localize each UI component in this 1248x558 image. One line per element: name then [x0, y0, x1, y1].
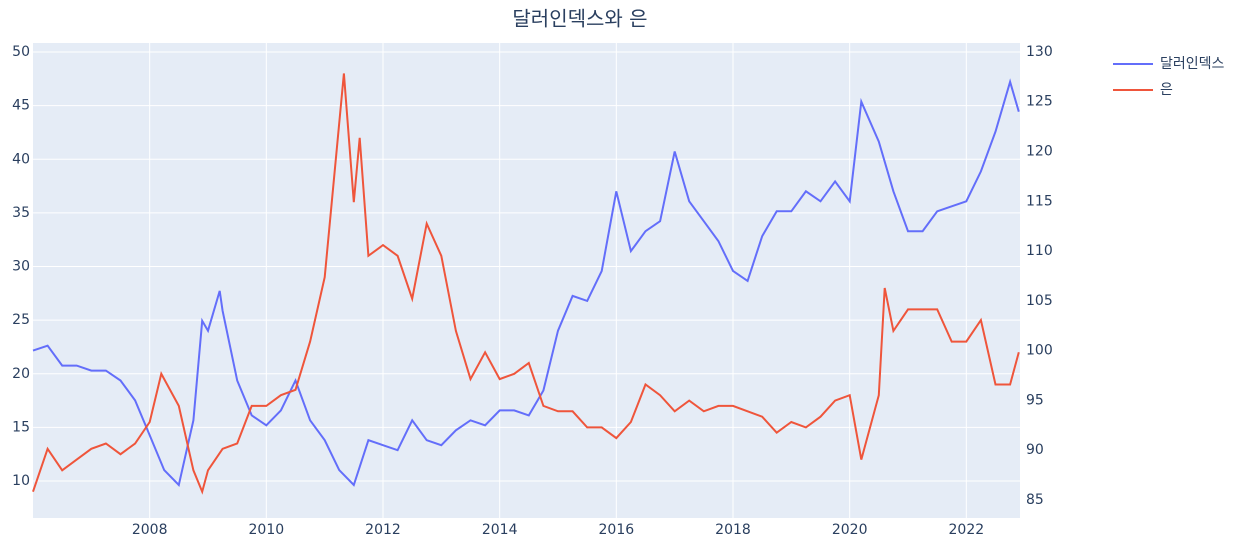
y-tick-label: 25: [12, 312, 30, 328]
y2-tick-label: 120: [1026, 144, 1053, 160]
y2-tick-label: 125: [1026, 94, 1053, 110]
x-tick-label: 2014: [482, 522, 518, 538]
y-tick-label: 40: [12, 151, 30, 167]
y2-tick-label: 130: [1026, 44, 1053, 60]
y-tick-label: 45: [12, 98, 30, 114]
y2-tick-label: 90: [1026, 442, 1044, 458]
y-tick-label: 30: [12, 259, 30, 275]
x-tick-label: 2008: [132, 522, 168, 538]
y-tick-label: 20: [12, 366, 30, 382]
y-tick-label: 10: [12, 473, 30, 489]
x-tick-label: 2022: [949, 522, 985, 538]
legend-label: 달러인덱스: [1160, 56, 1225, 72]
x-tick-label: 2012: [365, 522, 401, 538]
x-tick-label: 2018: [715, 522, 751, 538]
x-tick-label: 2016: [599, 522, 635, 538]
y-tick-label: 50: [12, 44, 30, 60]
y2-tick-label: 85: [1026, 492, 1044, 508]
y2-tick-label: 95: [1026, 392, 1044, 408]
legend-label: 은: [1160, 82, 1173, 98]
y-tick-label: 15: [12, 419, 30, 435]
y2-tick-label: 105: [1026, 293, 1053, 309]
series-line: [32, 78, 1020, 488]
y2-tick-label: 110: [1026, 243, 1053, 259]
x-tick-label: 2010: [249, 522, 285, 538]
y-tick-label: 35: [12, 205, 30, 221]
series-line: [32, 73, 1020, 495]
y2-tick-label: 100: [1026, 343, 1053, 359]
y2-tick-label: 115: [1026, 193, 1053, 209]
plot-area: [33, 43, 1020, 518]
x-tick-label: 2020: [832, 522, 868, 538]
chart-title: 달러인덱스와 은: [512, 7, 647, 31]
